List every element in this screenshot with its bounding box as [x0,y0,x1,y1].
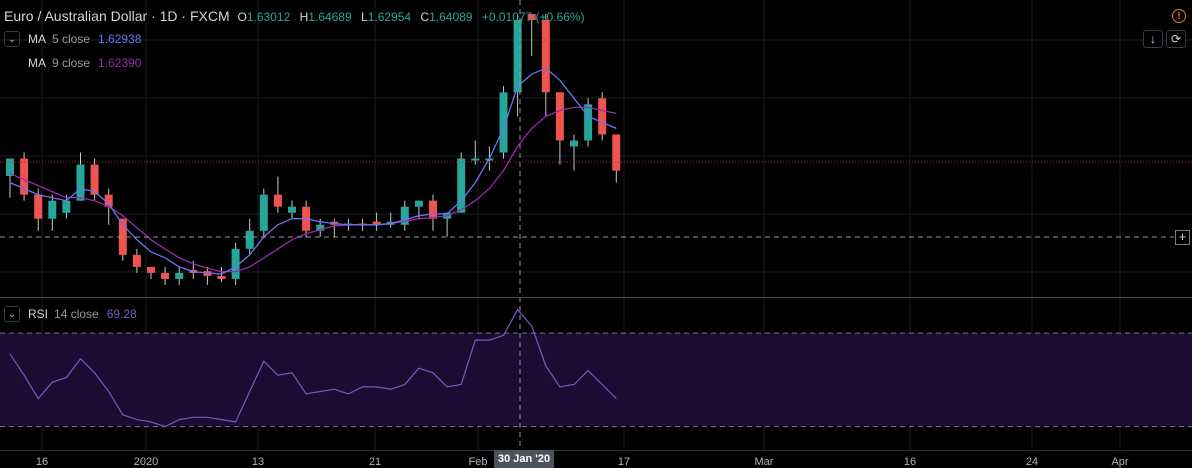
rsi-params: 14 close [54,307,99,321]
candle-body [245,230,254,249]
high-label: H [299,10,309,24]
x-tick-label: 16 [36,456,48,468]
rsi-legend: ⌄ RSI 14 close 69.28 [4,306,137,322]
candle-body [612,134,621,171]
x-tick-label: 17 [618,456,630,468]
candle-body [584,104,593,141]
ma9-line [9,106,617,273]
x-tick-label: 16 [904,456,916,468]
candle-body [471,158,480,161]
low-label: L [361,10,368,24]
candle-body [161,272,170,279]
candle-body [414,200,423,207]
ma5-legend: ⌄ MA 5 close 1.62938 [4,31,141,47]
chevron-down-icon[interactable]: ⌄ [4,306,20,322]
chevron-down-icon[interactable]: ⌄ [4,31,20,47]
rsi-line [9,308,617,428]
rsi-band [0,332,1192,428]
overlay-lines [0,0,1192,451]
ma9-name: MA [28,56,46,70]
candle-body [273,194,282,207]
refresh-icon[interactable]: ⟳ [1166,30,1186,48]
candle-body [118,218,127,255]
crosshair-date-label: 30 Jan '20 [494,450,555,468]
candle-body [76,164,85,201]
exclamation-alert-icon[interactable]: ! [1172,9,1186,23]
rsi-value: 69.28 [106,307,137,321]
candle-body [457,158,466,213]
x-tick-label: Feb [469,456,488,468]
x-tick-label: Mar [755,456,774,468]
ma5-params: 5 close [52,32,91,46]
grid-lines [0,0,1192,450]
candle-body [570,140,578,147]
candle-body [132,254,141,267]
candle-body [6,158,14,176]
ma5-value: 1.62938 [98,32,142,46]
candle-body [288,206,296,213]
candle-body [48,200,57,219]
chart-header: Euro / Australian Dollar · 1D · FXCM O1.… [4,8,591,24]
ohlc-values: O1.63012 H1.64689 L1.62954 C1.64089 +0.0… [238,10,591,24]
x-tick-label: 21 [369,456,381,468]
candle-body [316,224,325,231]
close-label: C [420,10,430,24]
candle-body [147,266,155,273]
arrow-down-icon[interactable]: ↓ [1143,30,1163,48]
change-value: +0.01077 (+0.66%) [481,10,585,24]
candle-body [555,92,564,141]
close-value: 1.64089 [429,10,473,24]
candle-body [217,275,226,279]
candle-body [400,206,409,225]
x-tick-label: 13 [252,456,264,468]
candle-body [231,248,240,279]
candle-body [62,200,71,213]
ma5-line [9,67,617,275]
candlesticks [6,14,621,285]
low-value: 1.62954 [367,10,412,24]
x-tick-label: 2020 [134,456,158,468]
candle-body [175,272,184,279]
x-tick-label: 24 [1026,456,1038,468]
candle-body [499,92,508,153]
candle-body [429,200,437,219]
candle-body [34,194,43,219]
ma5-name: MA [28,32,46,46]
open-label: O [237,10,247,24]
candle-body [527,14,536,21]
ma9-value: 1.62390 [98,56,142,70]
plus-icon[interactable]: + [1175,230,1190,245]
x-axis-ticks: 16 2020 13 21 Feb 17 Mar 16 24 Apr [36,456,1129,468]
candle-body [259,194,268,231]
x-tick-label: Apr [1111,456,1128,468]
candle-body [372,221,381,225]
rsi-band-fill [0,333,1192,427]
candle-body [90,164,99,195]
rsi-name: RSI [28,307,49,321]
candle-body [104,194,113,207]
candle-body [513,20,522,93]
candle-body [598,98,607,135]
symbol-title: Euro / Australian Dollar · 1D · FXCM [4,8,230,24]
open-value: 1.63012 [246,10,291,24]
high-value: 1.64689 [308,10,352,24]
candle-body [20,158,29,195]
candle-body [541,20,550,93]
ma9-params: 9 close [52,56,91,70]
ma9-legend: MA 9 close 1.62390 [28,56,141,70]
